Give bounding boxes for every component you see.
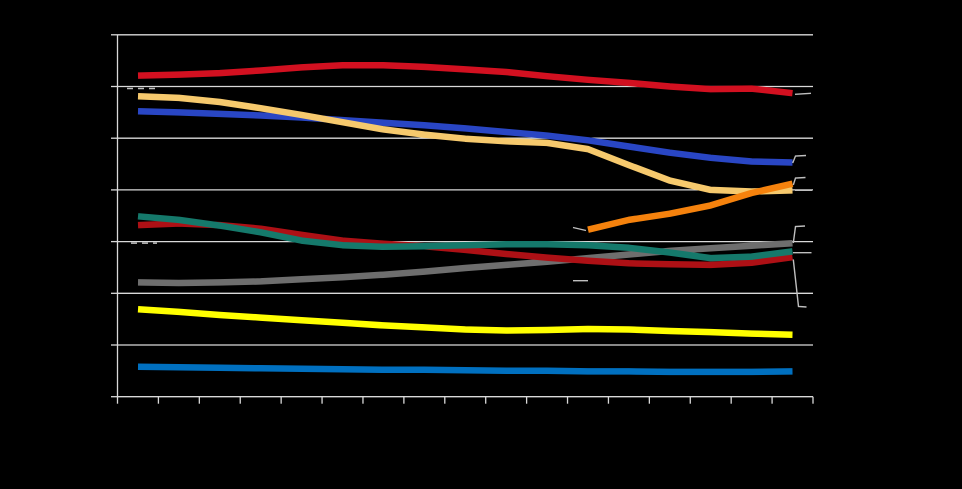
series-line-teal — [137, 213, 793, 262]
series-line-red — [137, 62, 793, 97]
series-line-yellow — [137, 306, 793, 338]
series-line-gray — [137, 239, 793, 287]
orange-start-leader — [572, 226, 587, 232]
series-line-orange — [587, 180, 794, 233]
royal-blue-end-leader — [792, 154, 807, 164]
series-line-royal-blue — [137, 108, 793, 166]
orange-end-leader — [792, 176, 806, 186]
dark-red-end-leader — [792, 259, 807, 308]
series-line-light-blue — [137, 363, 793, 376]
red-end-leader — [794, 92, 812, 95]
series-line-gold — [137, 93, 793, 195]
gray-end-leader — [792, 225, 806, 244]
